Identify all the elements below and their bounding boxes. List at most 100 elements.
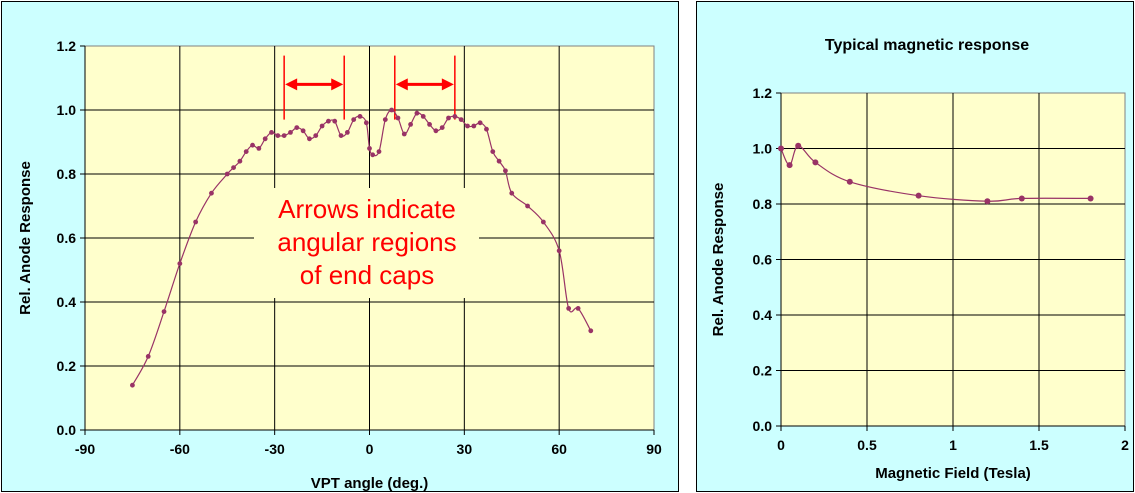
data-point [1087, 195, 1094, 202]
data-point [395, 115, 401, 121]
data-point [433, 128, 439, 134]
data-point [566, 306, 572, 311]
annotation-line-2: angular regions [277, 227, 456, 257]
data-point [575, 306, 581, 311]
y-tick-label: 0.2 [753, 363, 773, 379]
arrow-head-left [395, 78, 408, 91]
data-point [427, 122, 432, 127]
data-point [256, 146, 262, 151]
data-point [145, 354, 151, 359]
data-point [465, 123, 470, 129]
x-tick-label: 1.5 [1029, 437, 1049, 453]
data-point [420, 114, 426, 119]
data-point [269, 130, 274, 135]
y-tick-label: 0.6 [753, 252, 773, 268]
magnetic-response-chart: Typical magnetic response 0.0 0.2 0.4 0.6 0.… [710, 37, 1129, 482]
grid [776, 92, 1126, 431]
data-point [224, 171, 230, 177]
data-point [503, 168, 508, 174]
arrow-head-right [441, 78, 454, 91]
data-point [408, 122, 413, 127]
data-point [231, 165, 236, 171]
arrow-head-left [285, 78, 298, 91]
data-point [193, 219, 199, 225]
data-point [250, 142, 255, 148]
chart-title: Typical magnetic response [825, 37, 1029, 54]
data-point [209, 190, 214, 196]
y-tick-label: 0.0 [753, 418, 773, 434]
data-point [307, 136, 312, 142]
series [130, 107, 594, 388]
data-point [300, 128, 306, 134]
data-point [130, 382, 135, 388]
data-point [275, 133, 281, 139]
x-tick-label: 60 [551, 441, 567, 457]
x-tick-label: 2 [1121, 437, 1129, 453]
y-tick-label: 1.0 [753, 141, 773, 157]
y-tick-labels: 0.0 0.2 0.4 0.6 0.8 1.0 1.2 [753, 85, 773, 434]
annotation-line-3: of end caps [300, 260, 434, 290]
data-point [237, 158, 243, 164]
data-point [490, 149, 496, 155]
y-axis-label: Rel. Anode Response [17, 161, 34, 315]
x-tick-label: -60 [170, 441, 190, 457]
data-point [846, 178, 853, 185]
x-tick-label: 0 [777, 437, 785, 453]
data-point [778, 145, 784, 152]
y-tick-labels: 0.0 0.2 0.4 0.6 0.8 1.0 1.2 [57, 38, 77, 438]
series [778, 142, 1094, 205]
x-tick-label: 0.5 [857, 437, 877, 453]
arrow-head-right [331, 78, 344, 91]
series-line [780, 145, 1091, 202]
data-point [281, 133, 287, 139]
end-cap-arrows [283, 55, 456, 120]
x-tick-labels: 0 0.5 1 1.5 2 [777, 437, 1129, 453]
data-point [294, 125, 300, 130]
chart-panel-vpt-angle: 0.0 0.2 0.4 0.6 0.8 1.0 1.2 -90 -60 -30 0 30 60 90 V… [1, 1, 679, 492]
data-point [389, 107, 395, 113]
data-point [319, 123, 325, 129]
data-point [588, 328, 594, 334]
y-tick-label: 0.8 [57, 166, 77, 182]
y-tick-label: 1.2 [57, 38, 77, 54]
data-point [1018, 195, 1025, 202]
annotation-line-1: Arrows indicate [278, 194, 456, 224]
data-point [477, 120, 483, 126]
data-point [243, 149, 249, 155]
x-tick-label: -30 [265, 441, 285, 457]
data-point [915, 192, 922, 199]
data-point [288, 130, 293, 135]
data-point [177, 261, 183, 266]
data-point [556, 248, 562, 254]
data-point [401, 131, 407, 137]
data-point [540, 219, 546, 225]
y-tick-label: 0.4 [57, 294, 77, 310]
x-tick-label: 90 [646, 441, 662, 457]
y-tick-label: 1.0 [57, 102, 77, 118]
data-point [376, 149, 382, 155]
data-point [332, 118, 338, 124]
vpt-angle-chart: 0.0 0.2 0.4 0.6 0.8 1.0 1.2 -90 -60 -30 0 30 60 90 V… [17, 38, 662, 492]
x-tick-labels: -90 -60 -30 0 30 60 90 [75, 441, 662, 457]
y-tick-label: 0.6 [57, 230, 77, 246]
data-point [439, 125, 445, 130]
data-point [338, 133, 344, 139]
x-axis-label: VPT angle (deg.) [311, 475, 429, 492]
x-tick-label: 30 [457, 441, 473, 457]
data-point [367, 146, 372, 151]
data-point [414, 110, 420, 116]
x-tick-label: 0 [366, 441, 374, 457]
y-tick-label: 0.0 [57, 422, 77, 438]
y-tick-label: 0.4 [753, 307, 773, 323]
data-point [363, 120, 369, 126]
data-point [484, 126, 489, 132]
data-point [458, 117, 464, 122]
chart-panel-magnetic-response: Typical magnetic response 0.0 0.2 0.4 0.6 0.… [696, 1, 1134, 492]
data-point [471, 123, 477, 129]
data-point [382, 117, 388, 122]
data-point [344, 130, 350, 135]
data-point [161, 309, 167, 314]
data-point [525, 203, 530, 209]
data-point [795, 142, 802, 149]
x-tick-label: -90 [75, 441, 95, 457]
